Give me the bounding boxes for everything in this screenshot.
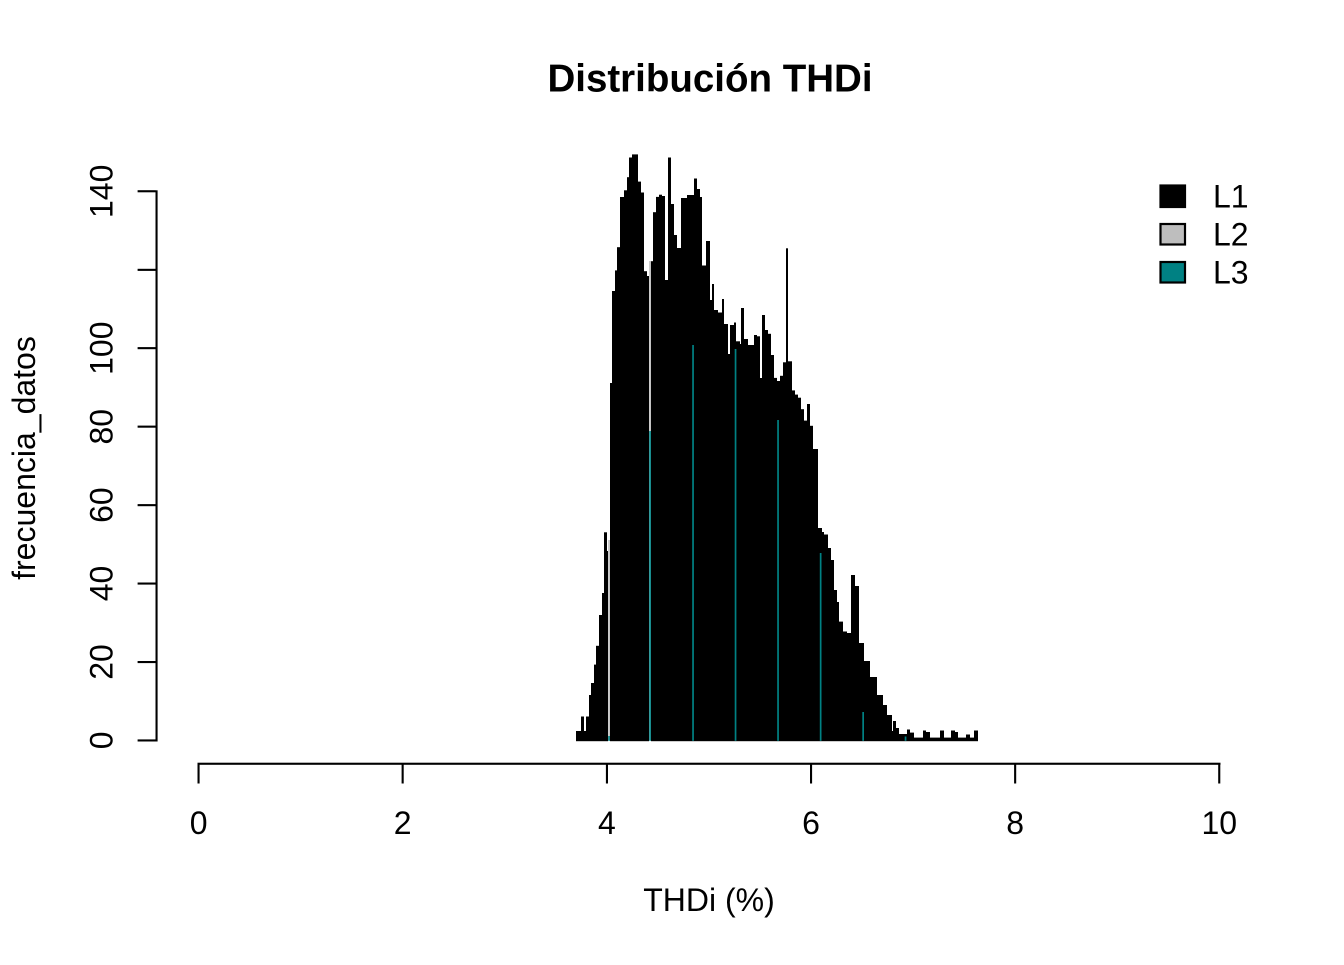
svg-text:0: 0: [190, 805, 208, 841]
svg-text:60: 60: [84, 487, 120, 523]
svg-text:Distribución THDi: Distribución THDi: [547, 58, 872, 101]
svg-text:L1: L1: [1213, 179, 1249, 215]
svg-text:100: 100: [84, 322, 120, 375]
svg-text:6: 6: [802, 805, 820, 841]
svg-text:L2: L2: [1213, 217, 1249, 253]
svg-text:THDi (%): THDi (%): [643, 882, 775, 918]
svg-text:140: 140: [84, 165, 120, 218]
svg-text:frecuencia_datos: frecuencia_datos: [6, 336, 42, 580]
svg-text:4: 4: [598, 805, 616, 841]
svg-text:2: 2: [394, 805, 412, 841]
svg-text:80: 80: [84, 409, 120, 445]
svg-text:0: 0: [84, 732, 120, 750]
svg-text:10: 10: [1202, 805, 1238, 841]
svg-text:20: 20: [84, 644, 120, 680]
svg-text:L3: L3: [1213, 255, 1249, 291]
svg-text:8: 8: [1006, 805, 1024, 841]
svg-text:40: 40: [84, 566, 120, 602]
